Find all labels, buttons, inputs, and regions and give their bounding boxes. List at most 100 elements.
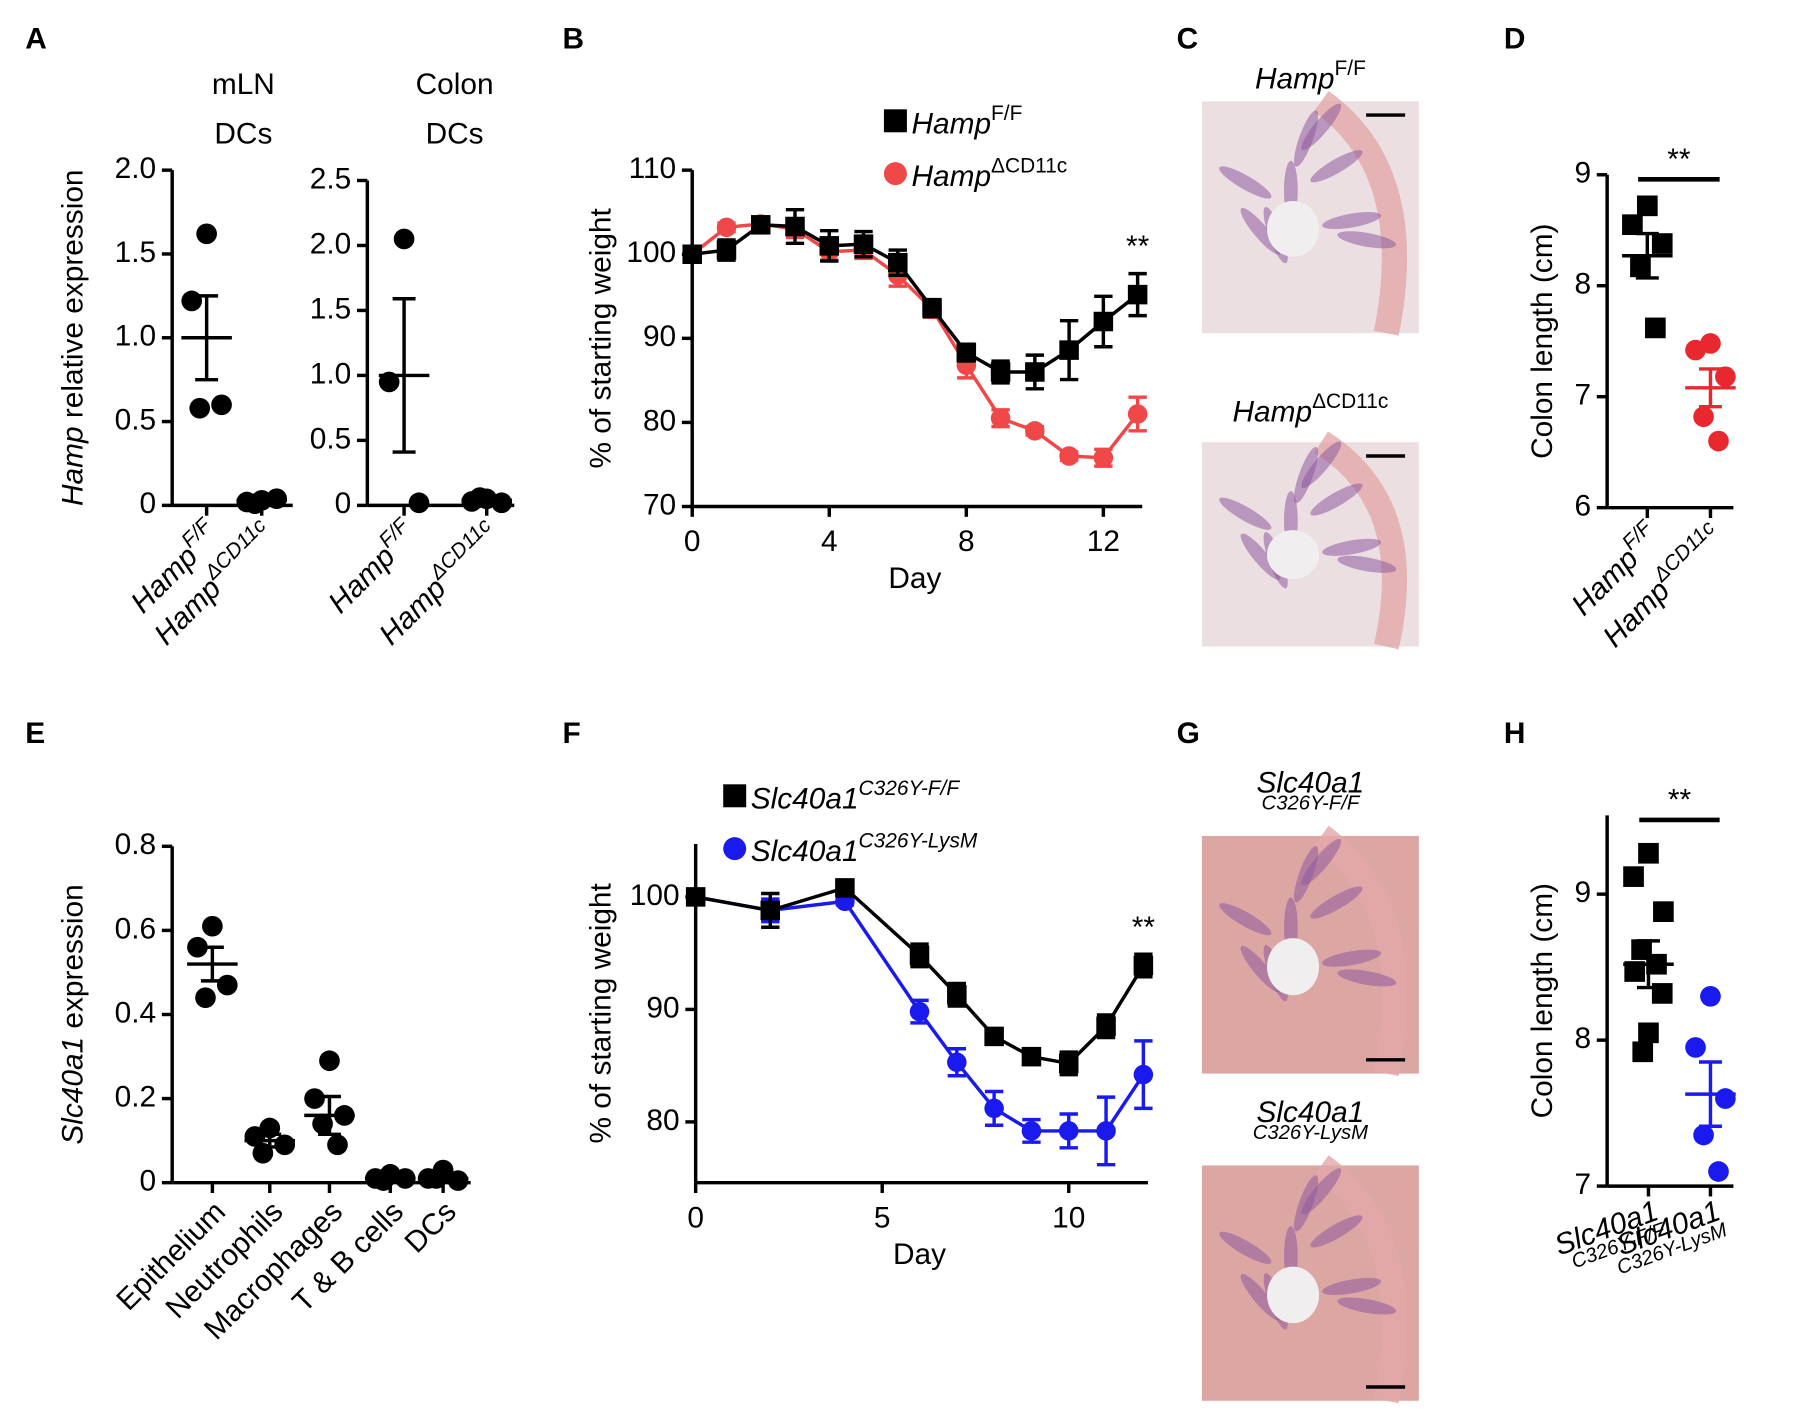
y-tick-label: 1.5 bbox=[310, 292, 351, 325]
marker bbox=[909, 1001, 930, 1022]
y-tick-label: 8 bbox=[1574, 1022, 1591, 1055]
marker bbox=[723, 837, 747, 861]
legend-label: HampF/F bbox=[911, 101, 1022, 140]
label-part: relative expression bbox=[56, 169, 89, 426]
y-tick-label: 0 bbox=[335, 487, 352, 520]
error-bar bbox=[1698, 367, 1722, 409]
series-line bbox=[695, 895, 1145, 1133]
marker bbox=[187, 936, 208, 958]
y-tick-label: 0.2 bbox=[115, 1080, 156, 1113]
marker bbox=[1636, 195, 1658, 217]
subplot-title: DCs bbox=[214, 118, 272, 151]
x-axis-label: Day bbox=[888, 562, 941, 595]
marker bbox=[1623, 866, 1644, 887]
y-tick-label: 2.0 bbox=[310, 227, 351, 260]
label-part: ΔCD11c bbox=[199, 513, 270, 584]
subplot-title: Colon bbox=[416, 68, 494, 101]
marker bbox=[716, 240, 737, 260]
marker bbox=[274, 1134, 296, 1156]
marker bbox=[835, 878, 855, 898]
micrograph bbox=[1201, 431, 1419, 650]
x-tick-label: 12 bbox=[1087, 525, 1120, 558]
x-tick-label: 8 bbox=[958, 525, 975, 558]
label-part: ΔCD11c bbox=[424, 513, 495, 584]
marker bbox=[947, 1052, 967, 1073]
marker bbox=[1025, 421, 1045, 441]
y-tick-label: 0.5 bbox=[310, 422, 351, 455]
error-bar bbox=[431, 1174, 455, 1183]
error-bar bbox=[1636, 939, 1660, 990]
crypt bbox=[1310, 150, 1363, 183]
crypt bbox=[1310, 1215, 1363, 1248]
crypt bbox=[1240, 533, 1281, 581]
marker bbox=[181, 290, 203, 312]
crypt bbox=[1219, 166, 1272, 199]
marker bbox=[1645, 317, 1666, 339]
y-axis-label: Colon length (cm) bbox=[1526, 883, 1559, 1118]
marker bbox=[1653, 901, 1674, 922]
marker bbox=[1685, 1037, 1706, 1058]
label-main: Slc40a1 bbox=[56, 1037, 89, 1145]
marker bbox=[319, 1050, 340, 1072]
y-tick-label: 0.4 bbox=[115, 996, 156, 1029]
y-tick-label: 1.0 bbox=[310, 357, 351, 390]
y-tick-label: 7 bbox=[1574, 1168, 1591, 1201]
y-axis-label: % of starting weight bbox=[585, 207, 618, 468]
error-bar bbox=[1698, 1060, 1722, 1128]
legend-label: HampΔCD11c bbox=[911, 154, 1067, 193]
marker bbox=[1638, 842, 1659, 864]
marker bbox=[1632, 1041, 1654, 1063]
marker bbox=[685, 887, 706, 907]
x-axis-label: Day bbox=[893, 1238, 946, 1271]
marker bbox=[716, 217, 737, 238]
marker bbox=[760, 900, 781, 921]
error-bar bbox=[1635, 231, 1659, 280]
crypt bbox=[1310, 483, 1363, 516]
y-tick-label: 7 bbox=[1574, 379, 1591, 412]
x-tick-label: 5 bbox=[874, 1201, 891, 1234]
y-tick-label: 1.0 bbox=[115, 320, 156, 353]
marker bbox=[883, 162, 907, 186]
label-part: F/F bbox=[1335, 57, 1366, 80]
y-tick-label: 6 bbox=[1574, 490, 1591, 523]
tissue-wall bbox=[1314, 431, 1408, 650]
y-tick-label: 70 bbox=[643, 488, 676, 521]
label-main: Hamp bbox=[1233, 395, 1313, 428]
tissue-wall bbox=[1313, 91, 1408, 336]
micrograph bbox=[1201, 825, 1419, 1077]
marker bbox=[1693, 406, 1714, 427]
crypt bbox=[1322, 949, 1382, 967]
annotation: ** bbox=[1132, 911, 1156, 944]
panel-letter: A bbox=[25, 22, 47, 55]
crypt bbox=[1337, 231, 1397, 249]
marker bbox=[1624, 961, 1646, 982]
marker bbox=[1093, 447, 1114, 468]
marker bbox=[393, 228, 415, 250]
y-tick-label: 0.8 bbox=[115, 828, 156, 861]
y-tick-label: 0 bbox=[140, 487, 157, 520]
marker bbox=[1685, 339, 1706, 361]
x-tick-label: 10 bbox=[1052, 1201, 1085, 1234]
marker bbox=[682, 244, 702, 265]
y-axis-label: % of starting weight bbox=[585, 882, 618, 1143]
crypt bbox=[1240, 1274, 1281, 1321]
y-tick-label: 110 bbox=[629, 152, 677, 185]
label-part: C326Y-LysM bbox=[859, 829, 978, 852]
marker bbox=[819, 236, 840, 256]
marker bbox=[883, 109, 907, 133]
x-tick-label: 4 bbox=[821, 525, 838, 558]
marker bbox=[1715, 366, 1736, 388]
label-main: Hamp bbox=[911, 160, 991, 193]
series-line bbox=[695, 885, 1145, 1066]
label-part: ΔCD11c bbox=[991, 154, 1067, 177]
marker bbox=[1622, 214, 1643, 236]
error-bar bbox=[392, 297, 416, 454]
marker bbox=[947, 985, 967, 1005]
marker bbox=[1021, 1046, 1042, 1067]
legend-label: Slc40a1C326Y-LysM bbox=[751, 829, 978, 868]
marker bbox=[984, 1098, 1004, 1119]
y-axis-label: Colon length (cm) bbox=[1526, 223, 1559, 458]
label-main: Slc40a1 bbox=[751, 782, 859, 815]
marker bbox=[1133, 955, 1154, 976]
marker bbox=[1059, 446, 1079, 466]
